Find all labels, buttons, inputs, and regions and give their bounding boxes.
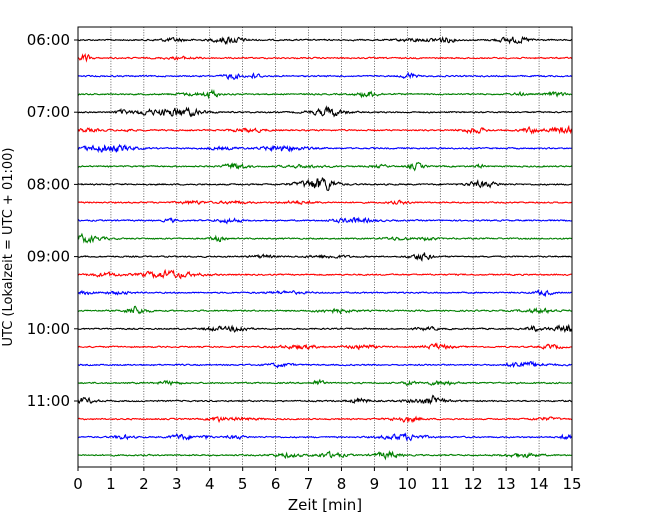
trace-line — [77, 35, 573, 46]
y-axis: 06:00 07:00 08:00 09:00 10:00 11:00 — [27, 31, 78, 410]
grid-lines — [110, 27, 540, 467]
trace-line — [77, 161, 573, 172]
trace-line — [77, 71, 573, 81]
trace-line — [77, 415, 573, 424]
trace-line — [77, 199, 573, 206]
trace-line — [77, 143, 572, 154]
trace-line — [77, 177, 573, 192]
trace-line — [77, 342, 573, 351]
x-tick-label: 13 — [497, 475, 516, 493]
x-tick-label: 5 — [238, 475, 248, 493]
x-tick-label: 14 — [530, 475, 549, 493]
trace-line — [77, 252, 573, 262]
trace-line — [77, 394, 573, 406]
x-tick-label: 9 — [370, 475, 380, 493]
x-tick-label: 1 — [106, 475, 116, 493]
trace-line — [77, 232, 573, 244]
x-tick-label: 15 — [562, 475, 581, 493]
trace-line — [77, 53, 573, 63]
plot-frame — [77, 26, 573, 468]
x-tick-label: 12 — [464, 475, 483, 493]
x-tick-label: 11 — [431, 475, 450, 493]
y-tick-label: 07:00 — [27, 103, 70, 121]
traces — [77, 35, 573, 461]
trace-line — [77, 432, 573, 442]
trace-line — [77, 323, 573, 334]
trace-line — [77, 289, 573, 298]
trace-line — [77, 449, 573, 461]
x-tick-label: 4 — [205, 475, 215, 493]
x-axis-label: Zeit [min] — [288, 496, 362, 514]
y-axis-label: UTC (Lokalzeit = UTC + 01:00) — [1, 148, 16, 347]
x-tick-label: 0 — [73, 475, 83, 493]
trace-line — [77, 105, 573, 118]
y-tick-label: 06:00 — [27, 31, 70, 49]
x-tick-label: 2 — [139, 475, 149, 493]
y-tick-label: 08:00 — [27, 175, 70, 193]
y-tick-label: 11:00 — [27, 392, 70, 410]
trace-line — [77, 268, 573, 280]
trace-line — [77, 216, 573, 225]
trace-line — [77, 360, 573, 369]
x-tick-label: 10 — [398, 475, 417, 493]
y-tick-label: 10:00 — [27, 320, 70, 338]
x-axis: 0 1 2 3 4 5 6 7 8 9 10 11 12 13 14 15 — [73, 467, 582, 493]
x-tick-label: 6 — [271, 475, 281, 493]
x-tick-label: 7 — [304, 475, 314, 493]
trace-line — [77, 378, 573, 387]
trace-line — [77, 124, 573, 135]
x-tick-label: 3 — [172, 475, 182, 493]
trace-line — [77, 88, 573, 100]
trace-line — [77, 305, 573, 315]
x-tick-label: 8 — [337, 475, 347, 493]
y-tick-label: 09:00 — [27, 248, 70, 266]
